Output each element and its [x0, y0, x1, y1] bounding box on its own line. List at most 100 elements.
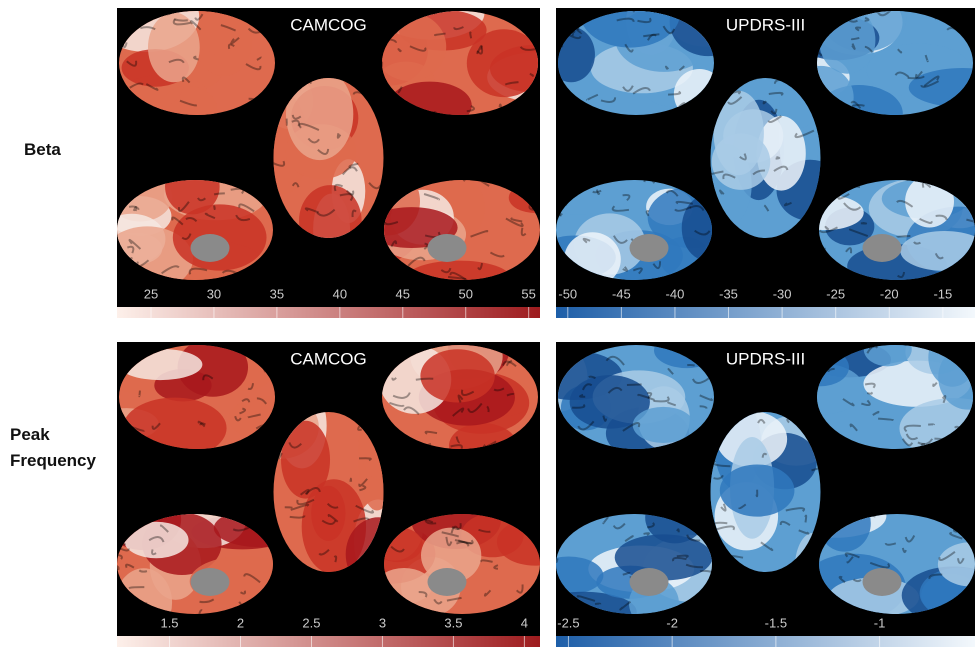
gyrus — [358, 478, 368, 487]
gyrus — [928, 423, 935, 426]
colorbar-tick-label: 40 — [333, 286, 347, 301]
gyrus — [151, 422, 161, 430]
gyrus — [783, 201, 792, 207]
gyrus — [247, 383, 255, 391]
gyrus — [895, 234, 911, 238]
gyrus — [291, 114, 302, 120]
brain-regions — [384, 514, 540, 614]
gyrus — [194, 13, 204, 21]
gyrus — [418, 591, 428, 598]
gyrus — [719, 189, 725, 195]
gyrus — [607, 386, 623, 394]
gyrus — [423, 242, 429, 250]
gyrus — [486, 405, 490, 413]
colorbar-tick-label: 2 — [237, 615, 244, 630]
gyrus — [855, 26, 862, 32]
gyrus — [349, 477, 353, 482]
gyrus — [827, 367, 835, 373]
gyrus — [720, 503, 727, 512]
colorbar-tick-label: 35 — [270, 286, 284, 301]
brain-region — [556, 182, 628, 215]
gyrus — [403, 406, 420, 415]
brain-region — [819, 194, 864, 231]
gyrus — [864, 45, 874, 53]
brain-region — [285, 78, 354, 161]
gyrus — [188, 267, 208, 275]
colorbar-tick-label: -25 — [826, 286, 845, 301]
gyrus — [440, 267, 452, 274]
gyrus — [866, 391, 873, 395]
gyrus — [923, 75, 940, 87]
gyrus — [864, 16, 870, 22]
gyrus — [290, 503, 310, 511]
midbrain — [190, 568, 230, 596]
gyrus — [117, 565, 120, 571]
panel-title: CAMCOG — [290, 15, 367, 34]
gyrus — [594, 602, 602, 605]
gyrus — [296, 498, 315, 506]
gyrus — [519, 46, 538, 51]
gyrus — [359, 484, 367, 492]
gyrus — [966, 218, 975, 225]
gyrus — [612, 235, 628, 244]
gyrus — [368, 182, 382, 190]
gyrus — [600, 97, 617, 103]
gyrus — [894, 71, 910, 78]
gyrus — [632, 267, 643, 275]
gyrus — [520, 227, 527, 237]
gyrus — [298, 122, 320, 131]
gyrus — [689, 205, 705, 212]
gyrus — [664, 65, 670, 70]
colorbar — [117, 636, 540, 647]
brain-region — [165, 180, 220, 215]
gyrus — [896, 271, 906, 279]
brain-region — [448, 423, 518, 449]
gyrus — [493, 564, 499, 570]
gyrus — [346, 189, 355, 196]
gyrus — [763, 204, 770, 212]
brain-region — [387, 81, 472, 115]
gyrus — [844, 552, 860, 559]
gyrus — [148, 536, 165, 543]
gyrus — [441, 531, 460, 538]
gyrus — [127, 245, 135, 254]
gyrus — [624, 43, 634, 53]
gyrus — [616, 17, 635, 22]
gyrus — [715, 525, 735, 531]
gyrus — [760, 541, 774, 552]
gyrus — [449, 271, 469, 280]
gyrus — [476, 45, 484, 55]
gyrus — [291, 119, 300, 127]
gyrus — [920, 80, 940, 88]
colorbar — [556, 307, 975, 318]
gyrus — [779, 520, 791, 526]
gyrus — [838, 575, 846, 584]
gyrus — [785, 507, 806, 512]
gyrus — [757, 418, 766, 424]
gyrus — [445, 536, 453, 547]
gyrus — [197, 197, 206, 202]
gyrus — [234, 415, 242, 422]
gyrus — [876, 11, 896, 17]
gyrus — [450, 444, 463, 449]
gyrus — [773, 165, 789, 172]
colorbar-tick-label: -2.5 — [557, 615, 579, 630]
gyrus — [577, 420, 595, 431]
gyrus — [185, 216, 198, 223]
gyrus — [849, 423, 858, 432]
gyrus — [727, 96, 743, 105]
midbrain — [190, 234, 230, 262]
gyrus — [686, 534, 701, 542]
gyrus — [860, 221, 868, 225]
brain-region — [195, 11, 253, 77]
gyrus — [622, 571, 631, 576]
gyrus — [794, 129, 815, 139]
gyrus — [434, 32, 446, 37]
gyrus — [227, 43, 235, 50]
gyrus — [392, 392, 411, 399]
gyrus — [389, 401, 405, 407]
colorbar-tick-label: 25 — [144, 286, 158, 301]
gyrus — [738, 503, 747, 510]
gyrus — [457, 539, 474, 545]
